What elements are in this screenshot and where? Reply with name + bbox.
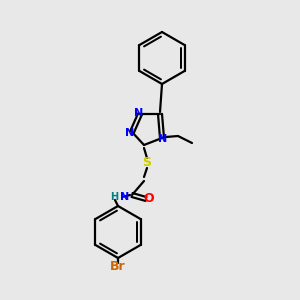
Text: N: N — [125, 128, 135, 138]
Text: N: N — [120, 192, 129, 202]
Text: Br: Br — [110, 260, 126, 274]
Text: N: N — [158, 134, 168, 144]
Text: N: N — [134, 108, 144, 118]
Text: H: H — [110, 192, 118, 202]
Text: O: O — [144, 193, 154, 206]
Text: S: S — [142, 157, 152, 169]
